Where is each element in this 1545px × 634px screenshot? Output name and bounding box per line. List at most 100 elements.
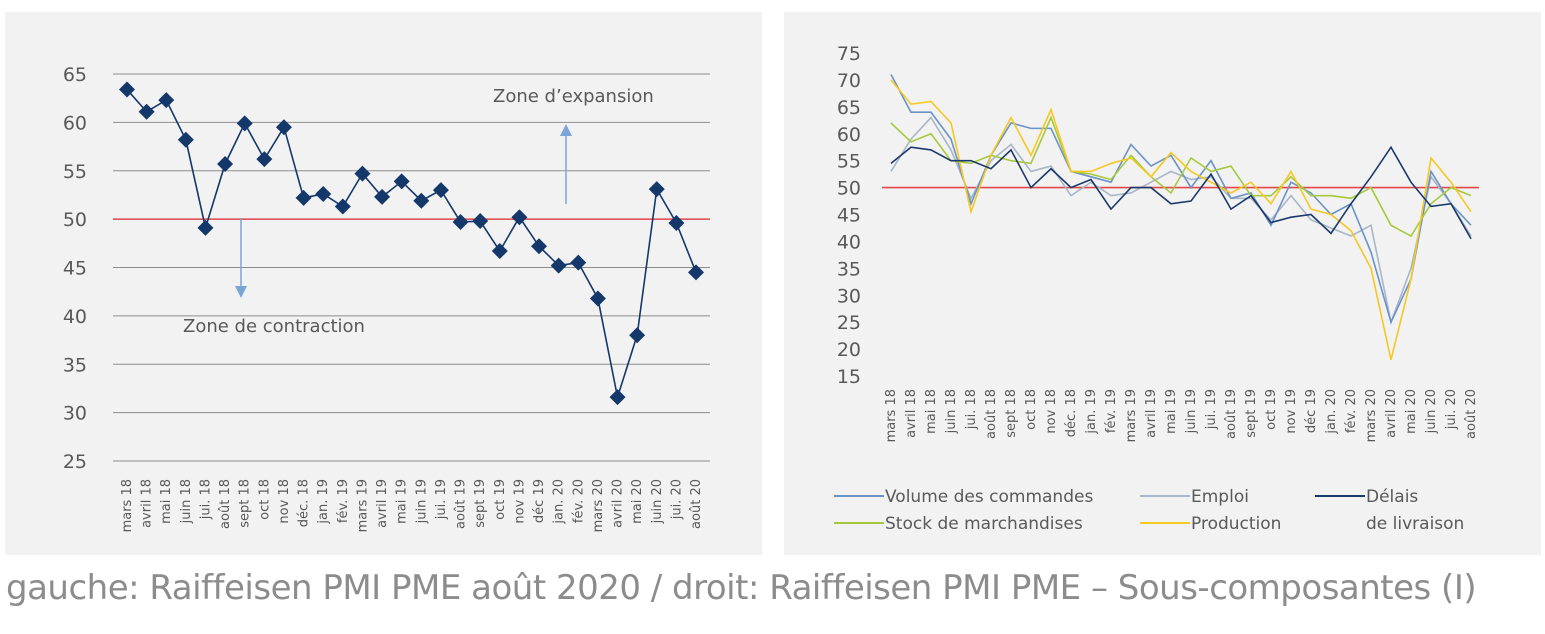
x-tick-label: août 19	[454, 479, 469, 529]
legend-stock-label: Stock de marchandises	[885, 514, 1083, 534]
y-tick-label: 35	[63, 354, 87, 376]
pmi-marker	[589, 290, 606, 307]
legend-production-label: Production	[1191, 514, 1281, 534]
y-tick-label: 30	[837, 285, 861, 307]
y-tick-label: 70	[837, 70, 861, 92]
x-tick-label: mai 19	[1164, 389, 1179, 434]
pmi-series-line	[126, 88, 697, 398]
x-tick-label: juin 18	[179, 479, 194, 524]
x-tick-label: oct 19	[1264, 389, 1279, 430]
legend-delais-label-line2: de livraison	[1366, 514, 1464, 534]
pmi-marker	[629, 327, 646, 344]
y-tick-label: 60	[63, 112, 87, 134]
pmi-marker	[158, 92, 175, 109]
pmi-marker	[354, 165, 371, 182]
x-tick-label: mai 18	[159, 479, 174, 524]
x-tick-label: avril 19	[1144, 389, 1159, 438]
x-tick-label: déc 19	[1304, 389, 1319, 433]
x-tick-label: juin 20	[650, 479, 665, 524]
pmi-marker	[197, 219, 214, 236]
y-tick-label: 25	[837, 312, 861, 334]
x-tick-label: oct 18	[1024, 389, 1039, 430]
pmi-marker	[295, 189, 312, 206]
x-tick-label: mars 19	[355, 479, 370, 532]
y-tick-label: 60	[837, 124, 861, 146]
x-tick-label: mars 18	[120, 479, 135, 532]
y-tick-label: 40	[837, 231, 861, 253]
y-tick-label: 50	[837, 178, 861, 200]
x-tick-label: jui. 18	[964, 389, 979, 430]
x-tick-label: juin 20	[1424, 389, 1439, 434]
x-tick-label: juin 19	[414, 479, 429, 524]
pmi-marker	[334, 198, 351, 215]
pmi-marker	[550, 257, 567, 274]
x-tick-label: oct 19	[493, 479, 508, 520]
x-tick-label: sept 19	[1244, 389, 1259, 438]
y-tick-label: 55	[837, 151, 861, 173]
pmi-marker	[374, 188, 391, 205]
pmi-marker	[688, 264, 704, 281]
pmi-line-chart: 25 30 35 40 45 50 55 60 65 mars 18 avril 18 mai 18 j…	[63, 64, 710, 532]
x-tick-label: fév. 19	[336, 479, 351, 523]
legend-emploi-label: Emploi	[1191, 487, 1249, 507]
production-series-line	[890, 79, 1472, 361]
x-tick-label: sept 18	[238, 479, 253, 528]
x-tick-label: déc 19	[532, 479, 547, 523]
x-tick-label: nov 19	[1284, 389, 1299, 434]
x-tick-label: août 20	[689, 479, 704, 529]
pmi-marker	[393, 173, 410, 190]
pmi-marker	[275, 119, 292, 136]
x-tick-label: mars 18	[884, 389, 899, 442]
x-tick-label: mai 20	[630, 479, 645, 524]
zone-contraction-label: Zone de contraction	[183, 316, 365, 337]
x-tick-label: déc. 18	[1064, 389, 1079, 437]
pmi-marker	[217, 155, 234, 172]
stock-series-line	[890, 115, 1472, 238]
figure-caption: gauche: Raiffeisen PMI PME août 2020 / d…	[6, 568, 1477, 608]
x-tick-label: fév. 20	[1344, 389, 1359, 433]
pmi-marker	[138, 103, 155, 120]
x-tick-label: avril 20	[611, 479, 626, 528]
pmi-marker	[570, 254, 587, 271]
x-tick-label: jan. 19	[1084, 389, 1099, 435]
y-tick-label: 45	[63, 258, 87, 280]
right-chart-panel: 15 20 25 30 35 40 45 50 55 60 65 70 75 mars 18 avril 1…	[784, 12, 1541, 555]
x-tick-label: déc. 18	[297, 479, 312, 527]
x-tick-label: mai 19	[395, 479, 410, 524]
pmi-marker	[256, 151, 273, 168]
y-tick-label: 50	[63, 209, 87, 231]
x-tick-label: jan. 20	[1324, 389, 1339, 435]
delais-series-line	[890, 145, 1472, 240]
x-tick-label: jui. 19	[434, 479, 449, 520]
pmi-marker	[432, 182, 449, 199]
x-tick-label: août 18	[984, 389, 999, 439]
x-tick-label: fév. 20	[571, 479, 586, 523]
x-tick-label: avril 20	[1384, 389, 1399, 438]
left-chart-panel: 25 30 35 40 45 50 55 60 65 mars 18 avril 18 mai 18 j…	[5, 12, 762, 555]
legend-volume-label: Volume des commandes	[885, 487, 1093, 507]
y-tick-label: 35	[837, 258, 861, 280]
y-tick-label: 15	[837, 366, 861, 388]
x-tick-label: nov 18	[1044, 389, 1059, 434]
y-tick-label: 25	[63, 451, 87, 473]
pmi-marker	[511, 209, 528, 226]
pmi-marker	[236, 115, 253, 132]
pmi-marker	[119, 81, 135, 98]
x-tick-label: jui. 20	[1444, 389, 1459, 430]
x-tick-label: juin 18	[944, 389, 959, 434]
pmi-marker	[472, 213, 489, 230]
zone-expansion-label: Zone d’expansion	[493, 86, 654, 107]
x-tick-label: nov 19	[512, 479, 527, 524]
x-tick-label: oct 18	[257, 479, 272, 520]
x-tick-label: sept 19	[473, 479, 488, 528]
y-tick-label: 45	[837, 205, 861, 227]
pmi-marker	[609, 389, 626, 406]
pmi-marker	[315, 185, 332, 202]
pmi-marker	[177, 131, 194, 148]
emploi-series-line	[890, 116, 1472, 326]
y-tick-label: 65	[837, 97, 861, 119]
y-tick-label: 75	[837, 43, 861, 65]
x-tick-label: avril 18	[904, 389, 919, 438]
y-tick-label: 30	[63, 403, 87, 425]
y-tick-label: 65	[63, 64, 87, 86]
